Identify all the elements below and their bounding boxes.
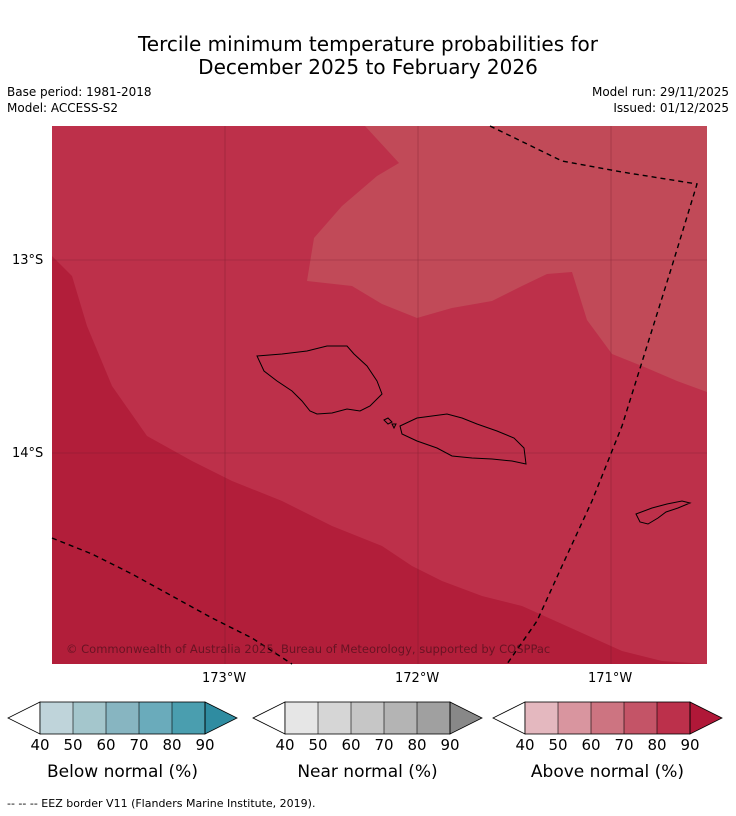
eez-border bbox=[51, 125, 698, 665]
colorbar-high-extend bbox=[689, 701, 723, 735]
colorbar-tick-label: 60 bbox=[581, 736, 601, 754]
colorbar-title: Below normal (%) bbox=[47, 762, 198, 782]
colorbar-outline bbox=[39, 701, 206, 735]
colorbar-tick-label: 70 bbox=[374, 736, 394, 754]
apolima-island bbox=[391, 423, 397, 430]
colorbar-title: Near normal (%) bbox=[297, 762, 438, 782]
colorbar-tick-label: 60 bbox=[96, 736, 116, 754]
colorbar-segment bbox=[624, 702, 657, 734]
colorbar-segment bbox=[558, 702, 591, 734]
colorbar-1 bbox=[7, 701, 238, 735]
colorbar-segment bbox=[106, 702, 139, 734]
model-name: Model: ACCESS-S2 bbox=[7, 101, 119, 115]
colorbar-segment bbox=[318, 702, 351, 734]
colorbar-tick-label: 40 bbox=[275, 736, 295, 754]
colorbar-3 bbox=[492, 701, 723, 735]
colorbar-segment bbox=[40, 702, 73, 734]
colorbar-segment bbox=[657, 702, 690, 734]
lon-label-173w: 173°W bbox=[202, 671, 247, 686]
upolu-island bbox=[399, 413, 527, 465]
colorbar-segment bbox=[172, 702, 205, 734]
colorbar-segment bbox=[591, 702, 624, 734]
colorbar-segment bbox=[351, 702, 384, 734]
tutuila-island bbox=[635, 500, 692, 525]
colorbar-tick-label: 70 bbox=[129, 736, 149, 754]
colorbar-low-extend bbox=[492, 701, 526, 735]
samoa-islands bbox=[256, 345, 692, 525]
colorbar-2 bbox=[252, 701, 483, 735]
colorbar-segment bbox=[525, 702, 558, 734]
colorbar-tick-label: 70 bbox=[614, 736, 634, 754]
colorbar-tick-label: 80 bbox=[647, 736, 667, 754]
map-panel: © Commonwealth of Australia 2025, Bureau… bbox=[51, 125, 707, 665]
savaii-island bbox=[256, 345, 383, 415]
map-title-line1: Tercile minimum temperature probabilitie… bbox=[137, 32, 599, 56]
colorbar-outline bbox=[524, 701, 691, 735]
issued-date: Issued: 01/12/2025 bbox=[613, 101, 729, 115]
colorbar-high-extend bbox=[449, 701, 483, 735]
colorbar-low-extend bbox=[252, 701, 286, 735]
eez-legend-note: -- -- -- EEZ border V11 (Flanders Marine… bbox=[7, 797, 316, 810]
colorbar-tick-label: 90 bbox=[680, 736, 700, 754]
colorbar-tick-label: 50 bbox=[308, 736, 328, 754]
colorbar-tick-label: 90 bbox=[195, 736, 215, 754]
colorbar-segment bbox=[384, 702, 417, 734]
lat-label-14s: 14°S bbox=[12, 446, 44, 461]
map-copyright: © Commonwealth of Australia 2025, Bureau… bbox=[66, 642, 550, 656]
colorbar-tick-label: 50 bbox=[63, 736, 83, 754]
colorbar-tick-label: 80 bbox=[407, 736, 427, 754]
colorbar-tick-label: 50 bbox=[548, 736, 568, 754]
colorbar-high-extend bbox=[204, 701, 238, 735]
colorbar-tick-label: 90 bbox=[440, 736, 460, 754]
colorbar-segment bbox=[417, 702, 450, 734]
lon-label-172w: 172°W bbox=[395, 671, 440, 686]
colorbar-tick-label: 80 bbox=[162, 736, 182, 754]
colorbar-tick-label: 40 bbox=[30, 736, 50, 754]
colorbar-tick-label: 40 bbox=[515, 736, 535, 754]
colorbar-segment bbox=[73, 702, 106, 734]
lon-label-171w: 171°W bbox=[588, 671, 633, 686]
model-run: Model run: 29/11/2025 bbox=[591, 85, 729, 99]
base-period: Base period: 1981-2018 bbox=[7, 85, 152, 99]
map-title-line2: December 2025 to February 2026 bbox=[198, 55, 538, 79]
colorbar-outline bbox=[284, 701, 451, 735]
colorbar-tick-label: 60 bbox=[341, 736, 361, 754]
colorbar-low-extend bbox=[7, 701, 41, 735]
lat-label-13s: 13°S bbox=[12, 253, 44, 268]
colorbar-segment bbox=[139, 702, 172, 734]
zone-70-percent bbox=[307, 126, 707, 392]
colorbar-title: Above normal (%) bbox=[530, 762, 685, 782]
manono-island bbox=[383, 417, 393, 425]
colorbar-segment bbox=[285, 702, 318, 734]
graticule bbox=[52, 126, 707, 664]
